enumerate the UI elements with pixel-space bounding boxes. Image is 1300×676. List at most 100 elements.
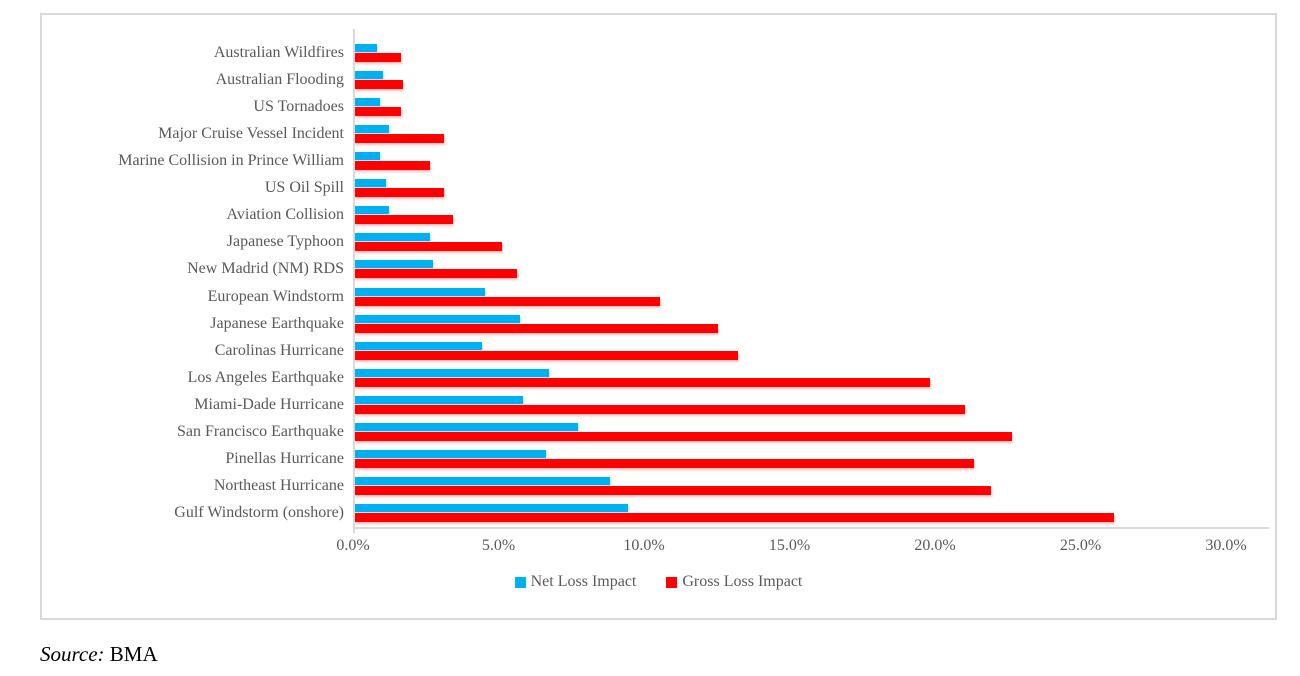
category-label: Marine Collision in Prince William (118, 151, 344, 169)
legend-label: Net Loss Impact (530, 573, 637, 590)
chart-row: Aviation Collision (42, 202, 1227, 229)
x-axis-tick-labels: 0.0% 5.0% 10.0% 15.0% 20.0% 25.0% 30.0% (42, 537, 1275, 559)
net-loss-bar (354, 477, 611, 486)
gross-loss-bar (354, 377, 931, 387)
bar-group (354, 310, 1227, 337)
bar-group (354, 175, 1227, 202)
gross-loss-bar (354, 432, 1012, 442)
category-label: Major Cruise Vessel Incident (158, 124, 344, 142)
bar-group (354, 229, 1227, 256)
category-label: Carolinas Hurricane (214, 341, 344, 359)
bar-group (354, 446, 1227, 473)
net-loss-bar (354, 423, 579, 432)
gross-loss-bar (354, 269, 517, 279)
net-loss-bar (354, 124, 389, 133)
bar-group (354, 147, 1227, 174)
gross-loss-bar (354, 404, 966, 414)
gross-loss-bar (354, 52, 401, 62)
gross-loss-bar (354, 513, 1114, 523)
chart-container: Australian Wildfires Australian Flooding U… (40, 13, 1277, 620)
net-loss-bar (354, 504, 628, 513)
value-axis-line (353, 527, 1269, 529)
chart-row: Japanese Typhoon (42, 229, 1227, 256)
source-name: BMA (109, 642, 158, 666)
category-label: Japanese Typhoon (226, 233, 344, 251)
bar-group (354, 473, 1227, 500)
category-label: Australian Flooding (215, 70, 344, 88)
gross-loss-bar (354, 486, 992, 496)
chart-row: US Tornadoes (42, 93, 1227, 120)
category-label: Northeast Hurricane (213, 477, 344, 495)
net-loss-bar (354, 260, 433, 269)
chart-row: Northeast Hurricane (42, 473, 1227, 500)
x-axis-tick-label: 25.0% (1059, 537, 1102, 554)
gross-loss-bar (354, 296, 660, 306)
net-loss-bar (354, 287, 485, 296)
net-loss-bar (354, 179, 386, 188)
chart-row: San Francisco Earthquake (42, 419, 1227, 446)
chart-rows: Australian Wildfires Australian Flooding U… (42, 39, 1227, 527)
x-axis-tick-label: 20.0% (914, 537, 956, 554)
chart-row: US Oil Spill (42, 175, 1227, 202)
gross-loss-bar (354, 459, 974, 469)
net-loss-bar (354, 70, 384, 79)
gross-loss-bar (354, 133, 445, 143)
category-label: US Tornadoes (253, 97, 344, 115)
gross-loss-bar (354, 242, 503, 252)
x-axis-tick-label: 30.0% (1205, 537, 1247, 554)
category-label: Aviation Collision (226, 206, 344, 224)
bar-group (354, 93, 1227, 120)
category-label: Australian Wildfires (213, 43, 344, 61)
legend-item-net-loss: Net Loss Impact (514, 573, 637, 591)
legend-swatch-icon (514, 576, 526, 588)
category-label: European Windstorm (207, 287, 344, 305)
source-line: Source: BMA (40, 642, 158, 667)
chart-row: Los Angeles Earthquake (42, 364, 1227, 391)
gross-loss-bar (354, 106, 401, 116)
gross-loss-bar (354, 79, 404, 89)
chart-row: Pinellas Hurricane (42, 446, 1227, 473)
bar-group (354, 39, 1227, 66)
category-label: Gulf Windstorm (onshore) (174, 504, 344, 522)
net-loss-bar (354, 395, 523, 404)
x-axis-tick-label: 5.0% (481, 537, 516, 554)
bar-group (354, 66, 1227, 93)
gross-loss-bar (354, 350, 739, 360)
chart-row: Miami-Dade Hurricane (42, 391, 1227, 418)
net-loss-bar (354, 314, 520, 323)
bar-group (354, 202, 1227, 229)
bar-group (354, 500, 1227, 527)
net-loss-bar (354, 43, 378, 52)
gross-loss-bar (354, 188, 445, 198)
chart-row: Carolinas Hurricane (42, 337, 1227, 364)
category-label: Miami-Dade Hurricane (194, 395, 344, 413)
x-axis-tick-label: 0.0% (336, 537, 370, 554)
gross-loss-bar (354, 323, 718, 333)
net-loss-bar (354, 368, 549, 377)
category-label: Japanese Earthquake (210, 314, 344, 332)
category-axis-line (353, 29, 355, 533)
net-loss-bar (354, 97, 381, 106)
category-label: Los Angeles Earthquake (187, 368, 344, 386)
source-label: Source: (40, 642, 105, 666)
bar-group (354, 391, 1227, 418)
chart-row: Major Cruise Vessel Incident (42, 120, 1227, 147)
chart-row: New Madrid (NM) RDS (42, 256, 1227, 283)
bar-group (354, 419, 1227, 446)
legend-swatch-icon (666, 576, 678, 588)
gross-loss-bar (354, 215, 453, 225)
net-loss-bar (354, 233, 430, 242)
chart-legend: Net Loss Impact Gross Loss Impact (42, 573, 1275, 591)
legend-item-gross-loss: Gross Loss Impact (666, 573, 802, 591)
category-label: US Oil Spill (264, 179, 344, 197)
chart-row: Gulf Windstorm (onshore) (42, 500, 1227, 527)
bar-group (354, 120, 1227, 147)
x-axis-tick-label: 15.0% (768, 537, 811, 554)
category-label: Pinellas Hurricane (225, 450, 344, 468)
bar-group (354, 256, 1227, 283)
x-axis-tick-label: 10.0% (623, 537, 665, 554)
category-label: New Madrid (NM) RDS (187, 260, 344, 278)
chart-row: Japanese Earthquake (42, 310, 1227, 337)
chart-row: Australian Flooding (42, 66, 1227, 93)
bar-group (354, 337, 1227, 364)
